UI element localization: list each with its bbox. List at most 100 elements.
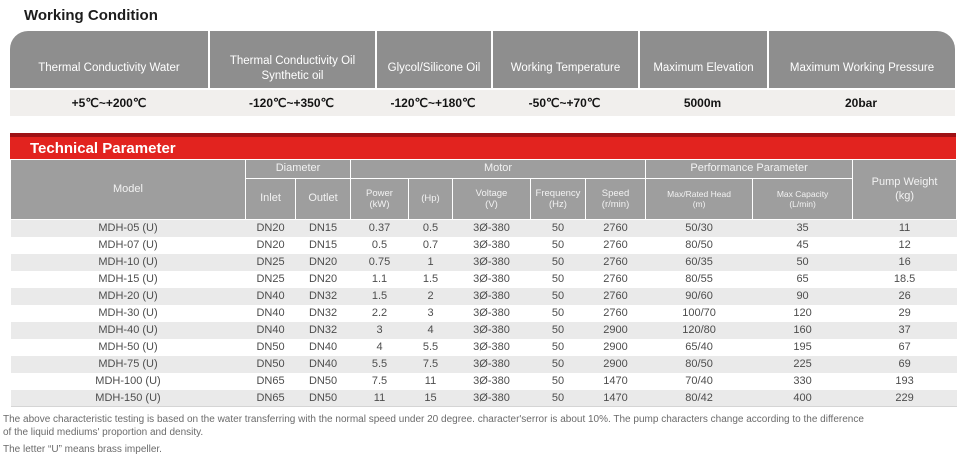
value-cell: DN15 (308, 239, 338, 251)
value-cell: 50 (530, 389, 586, 407)
value-cell: 2760 (603, 256, 628, 268)
model-cell: MDH-07 (U) (98, 239, 158, 251)
value-cell: 3Ø-380 (473, 273, 510, 285)
table-row: MDH-40 (U) DN40 DN32 3 4 3Ø-380 50 2900 120/80 16… (10, 321, 957, 339)
value-cell: 50 (551, 290, 565, 302)
value-cell: 65 (796, 273, 809, 285)
value-cell: DN40 (308, 341, 338, 353)
header-sub-row: Inlet Outlet Power (kW) (Hp) Voltage (V)… (11, 178, 957, 220)
wc-column-value: 5000m (683, 96, 722, 110)
value-cell: 193 (895, 375, 914, 387)
value-cell: 3Ø-380 (473, 375, 510, 387)
table-row: MDH-30 (U) DN40 DN32 2.2 3 3Ø-380 50 2760 100/70… (11, 305, 957, 322)
value-cell: 15 (408, 389, 453, 407)
value-cell: 2 (427, 290, 434, 302)
model-cell: MDH-150 (U) (10, 389, 246, 407)
voltage-header: Voltage (V) (452, 178, 531, 220)
outlet-header: Outlet (295, 178, 351, 220)
value-cell: 60/35 (685, 256, 713, 268)
value-cell: 11 (898, 222, 911, 235)
technical-parameter-table: Model Diameter Motor Performance Paramet… (10, 159, 958, 407)
value-cell: 0.5 (371, 239, 388, 251)
model-cell: MDH-05 (U) (98, 222, 158, 235)
value-cell: 1 (427, 256, 434, 268)
value-cell: DN40 (256, 324, 285, 336)
value-cell: 2760 (603, 239, 628, 251)
value-cell: 80/55 (685, 273, 713, 285)
value-cell: 2760 (603, 290, 628, 302)
value-cell: 90/60 (685, 290, 713, 302)
value-cell: 35 (796, 222, 809, 235)
footer-notes: The above characteristic testing is base… (3, 414, 964, 455)
value-cell: 50 (551, 307, 565, 319)
value-cell: 2900 (603, 341, 628, 353)
value-cell: 0.75 (368, 256, 391, 268)
brass-impeller-note: The letter “U” means brass impeller. (3, 444, 162, 455)
value-cell: 29 (898, 307, 911, 319)
value-cell: DN40 (256, 290, 285, 302)
value-cell: 12 (898, 239, 911, 251)
working-condition-title: Working Condition (24, 7, 158, 24)
value-cell: 195 (793, 341, 812, 353)
value-cell: 4 (427, 324, 434, 336)
value-cell: DN40 (256, 307, 285, 319)
value-cell: 50 (551, 256, 565, 268)
value-cell: 50 (551, 324, 565, 336)
value-cell: 2760 (603, 307, 628, 319)
value-cell: 2900 (603, 324, 628, 336)
value-cell: 2900 (603, 358, 628, 370)
value-cell: 0.5 (422, 222, 439, 235)
value-cell: 3Ø-380 (473, 358, 510, 370)
performance-group-header: Performance Parameter (645, 159, 854, 179)
value-cell: 0.37 (368, 222, 391, 235)
value-cell: 26 (898, 290, 911, 302)
value-cell: 37 (898, 324, 911, 336)
value-cell: 160 (793, 324, 812, 336)
table-row: MDH-07 (U) DN20 DN15 0.5 0.7 3Ø-380 50 2760 80/5… (11, 237, 957, 254)
model-cell: MDH-15 (U) (98, 273, 158, 285)
wc-column-label: Thermal Conductivity Oil Synthetic oil (208, 31, 375, 88)
value-cell: DN20 (256, 222, 285, 235)
value-cell: 80/50 (685, 239, 713, 251)
value-cell: 67 (898, 341, 911, 353)
value-cell: 1.5 (422, 273, 439, 285)
value-cell: 3Ø-380 (473, 256, 510, 268)
model-cell: MDH-100 (U) (95, 375, 161, 387)
wc-column-label: Maximum Elevation (638, 31, 767, 88)
value-cell: 50 (551, 222, 565, 235)
pump-weight-header: Pump Weight (kg) (852, 159, 958, 220)
model-cell: MDH-30 (U) (98, 307, 158, 319)
wc-column-label: Glycol/Silicone Oil (375, 31, 491, 88)
value-cell: 1.5 (371, 290, 388, 302)
value-cell: 2760 (603, 222, 628, 235)
value-cell: DN65 (256, 375, 285, 387)
wc-column-value: +5℃~+200℃ (71, 96, 147, 110)
table-row: MDH-100 (U) DN65 DN50 7.5 11 3Ø-380 50 1470 70/4… (11, 373, 957, 390)
table-row: MDH-50 (U) DN50 DN40 4 5.5 3Ø-380 50 2900 65/40 1… (11, 339, 957, 356)
value-cell: 45 (796, 239, 809, 251)
inlet-header: Inlet (245, 178, 296, 220)
capacity-header: Max Capacity (L/min) (752, 178, 854, 220)
value-cell: 2760 (603, 273, 628, 285)
value-cell: DN15 (308, 222, 338, 235)
value-cell: 2.2 (371, 307, 388, 319)
value-cell: 0.7 (422, 239, 439, 251)
value-cell: 3Ø-380 (473, 222, 510, 235)
model-cell: MDH-50 (U) (98, 341, 158, 353)
head-header: Max/Rated Head (m) (645, 178, 754, 220)
value-cell: 1.1 (371, 273, 388, 285)
value-cell: 330 (793, 375, 812, 387)
technical-parameter-banner: Technical Parameter (10, 133, 956, 159)
value-cell: 7.5 (371, 375, 388, 387)
value-cell: DN25 (256, 273, 285, 285)
table-row: MDH-10 (U) DN25 DN20 0.75 1 3Ø-380 50 2760 60/35… (10, 253, 957, 271)
wc-column-label: Working Temperature (491, 31, 638, 88)
value-cell: DN20 (256, 239, 285, 251)
model-header: Model (10, 159, 246, 220)
value-cell: DN32 (308, 290, 338, 302)
table-row: MDH-15 (U) DN25 DN20 1.1 1.5 3Ø-380 50 2760 80/5… (11, 271, 957, 288)
model-cell: MDH-20 (U) (98, 290, 158, 302)
value-cell: DN50 (295, 389, 351, 407)
value-cell: 65/40 (685, 341, 713, 353)
value-cell: 50 (796, 256, 809, 268)
